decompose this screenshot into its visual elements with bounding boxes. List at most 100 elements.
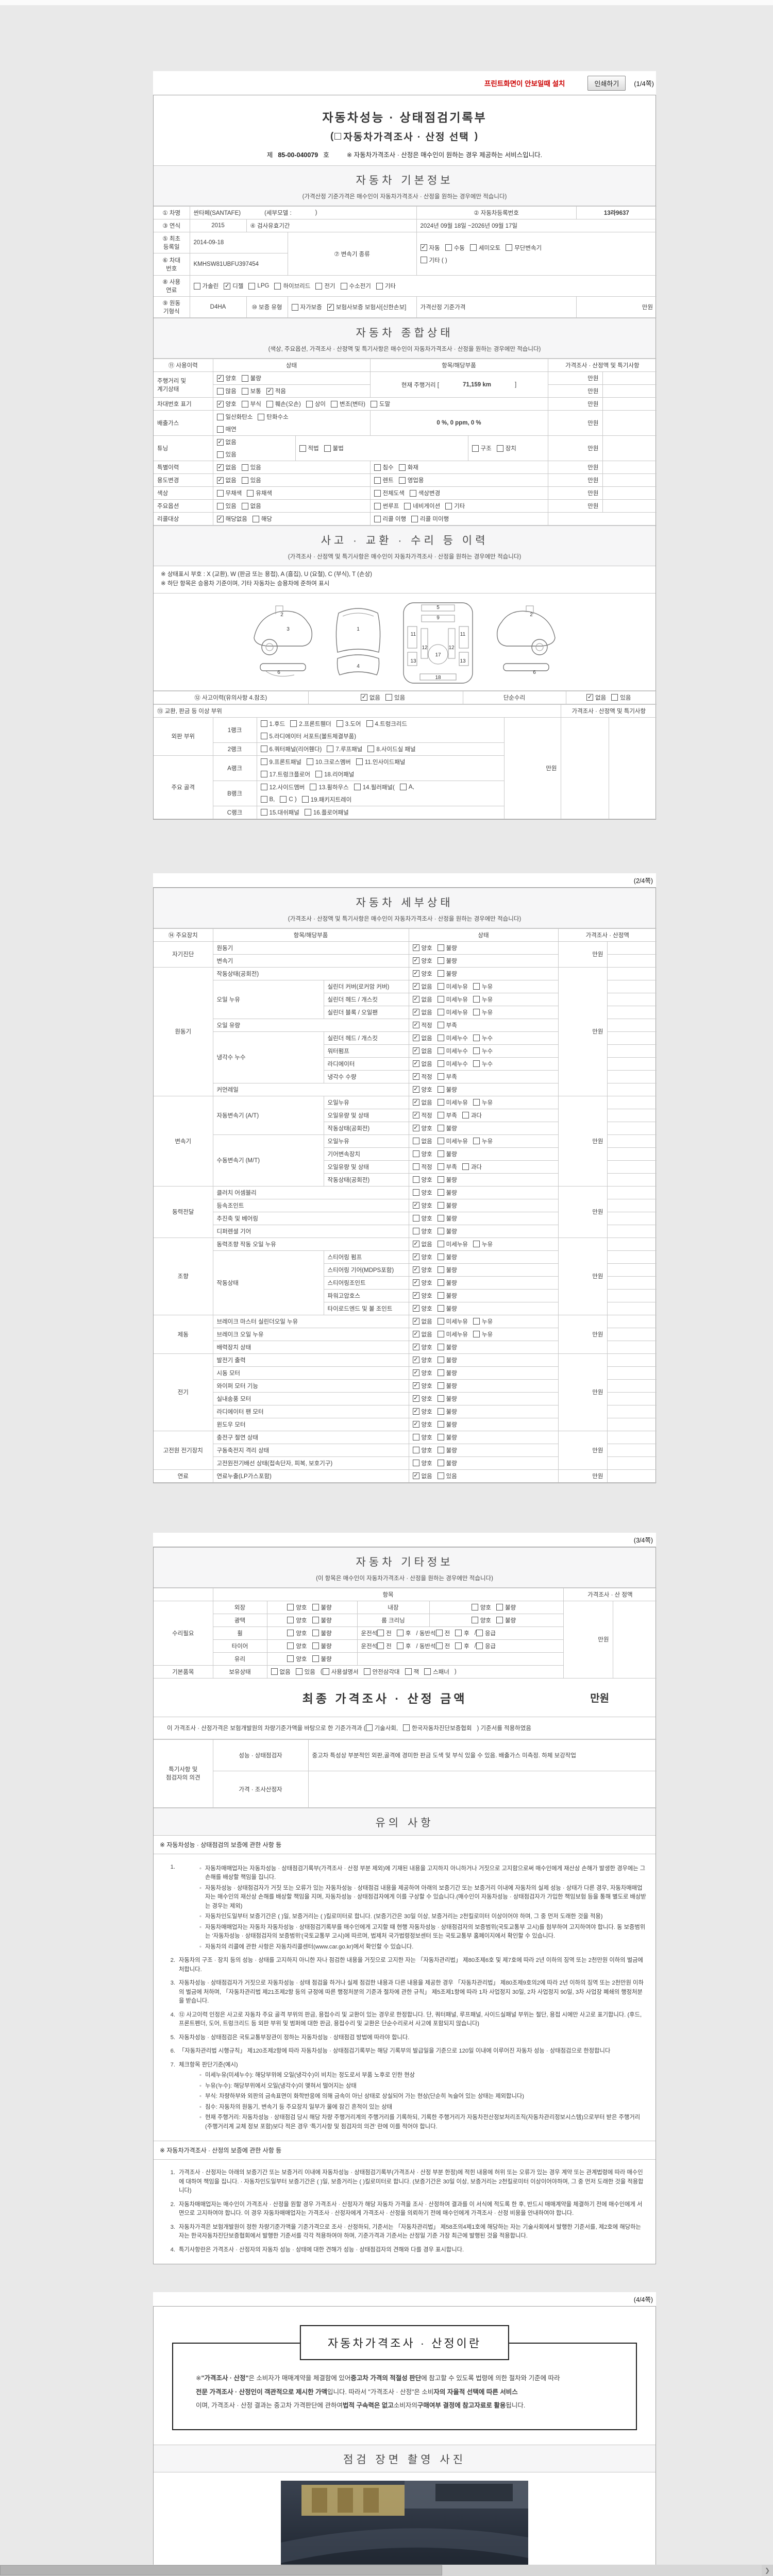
checkbox[interactable]: LPG (248, 282, 269, 290)
checkbox[interactable]: B, (260, 796, 275, 803)
checkbox[interactable]: 한국자동차진단보증협회 (403, 1724, 472, 1732)
checkbox[interactable]: 불량 (437, 1408, 457, 1416)
checkbox[interactable]: 기타 (445, 502, 465, 510)
checkbox[interactable]: 부족 (437, 1021, 457, 1029)
checkbox[interactable]: 불량 (437, 1382, 457, 1390)
checkbox[interactable]: 화재 (398, 463, 418, 471)
checkbox[interactable]: 탄화수소 (258, 413, 289, 421)
checkbox[interactable]: 부족 (437, 1111, 457, 1120)
checkbox[interactable]: 불량 (437, 1420, 457, 1429)
checkbox[interactable]: ✓ 양호 (412, 1202, 432, 1209)
checkbox[interactable]: ✓ 없음 (412, 1047, 432, 1055)
checkbox[interactable]: 누유 (473, 1137, 493, 1145)
checkbox[interactable]: 과다 (462, 1163, 482, 1171)
checkbox[interactable]: 응급 (476, 1629, 496, 1637)
checkbox[interactable]: 누유 (473, 1008, 493, 1016)
scrollbar-thumb[interactable] (0, 2565, 442, 2575)
checkbox[interactable]: ✓ 없음 (412, 983, 432, 990)
checkbox[interactable]: 후 (396, 1629, 411, 1637)
checkbox[interactable]: 불량 (437, 1227, 457, 1235)
checkbox[interactable]: ✓ 없음 (360, 694, 380, 701)
checkbox[interactable]: 양호 (287, 1603, 307, 1612)
checkbox[interactable]: ✓ 없음 (412, 1331, 432, 1338)
checkbox[interactable]: 해당 (252, 515, 272, 523)
checkbox[interactable]: 매연 (216, 425, 237, 433)
checkbox[interactable]: ✓ 양호 (412, 1086, 432, 1093)
checkbox[interactable]: 미세누유 (437, 995, 468, 1004)
checkbox[interactable]: 미세누수 (437, 1034, 468, 1042)
checkbox[interactable]: 양호 (412, 1150, 432, 1158)
checkbox[interactable]: 사용설명서 (322, 1668, 359, 1676)
checkbox[interactable]: 미세누유 (437, 1137, 468, 1145)
checkbox[interactable]: 3.도어 (336, 720, 361, 728)
checkbox[interactable]: ✓ 없음 (412, 1009, 432, 1016)
checkbox[interactable]: 보통 (241, 387, 261, 395)
checkbox[interactable]: 불량 (437, 1304, 457, 1313)
checkbox[interactable]: C ) (280, 796, 297, 803)
checkbox[interactable]: 기타 ( ) (420, 256, 447, 264)
checkbox[interactable]: 누유 (473, 1317, 493, 1326)
checkbox[interactable]: 후 (455, 1642, 469, 1650)
checkbox[interactable]: 양호 (287, 1655, 307, 1663)
checkbox[interactable]: 누유 (473, 1098, 493, 1107)
checkbox[interactable]: ✓ 없음 (412, 1035, 432, 1042)
checkbox[interactable]: ✓ 양호 (412, 1369, 432, 1377)
checkbox[interactable]: 16.플로어패널 (304, 808, 349, 817)
checkbox[interactable]: 불량 (437, 1279, 457, 1287)
checkbox[interactable]: 렌트 (374, 476, 394, 484)
checkbox[interactable]: 불량 (241, 374, 261, 382)
checkbox[interactable]: ✓ 양호 (412, 1125, 432, 1132)
checkbox[interactable]: 불량 (437, 1150, 457, 1158)
checkbox[interactable]: 자동차가격조사 · 산정 선택 (334, 129, 469, 143)
checkbox[interactable]: 부족 (437, 1073, 457, 1081)
checkbox[interactable]: 하이브리드 (274, 282, 310, 290)
checkbox[interactable]: 불량 (437, 1292, 457, 1300)
checkbox[interactable]: 불량 (437, 944, 457, 952)
checkbox[interactable]: 양호 (471, 1603, 491, 1612)
checkbox[interactable]: 자가보증 (291, 303, 322, 311)
checkbox[interactable]: 무단변속기 (506, 244, 542, 252)
checkbox[interactable]: 불량 (437, 1395, 457, 1403)
checkbox[interactable]: 미세누유 (437, 1317, 468, 1326)
checkbox[interactable]: 누수 (473, 1060, 493, 1068)
checkbox[interactable]: ✓ 없음 (412, 1318, 432, 1325)
checkbox[interactable]: 전 (435, 1642, 450, 1650)
checkbox[interactable]: 있음 (216, 502, 237, 510)
checkbox[interactable]: 부식 (241, 400, 261, 408)
checkbox[interactable]: 불량 (437, 1189, 457, 1197)
checkbox[interactable]: 불량 (437, 1356, 457, 1364)
checkbox[interactable]: 많음 (216, 387, 237, 395)
checkbox[interactable]: ✓ 양호 (412, 957, 432, 964)
checkbox[interactable]: 불량 (437, 1253, 457, 1261)
checkbox[interactable]: 불량 (437, 957, 457, 965)
checkbox[interactable]: ✓ 양호 (412, 1421, 432, 1428)
checkbox[interactable]: ✓ 양호 (412, 1279, 432, 1286)
checkbox[interactable]: 2.프론트휀더 (290, 720, 331, 728)
checkbox[interactable]: 없음 (412, 1137, 432, 1145)
checkbox[interactable]: ✓ 디젤 (224, 282, 244, 290)
checkbox[interactable]: 상이 (306, 400, 326, 408)
checkbox[interactable]: 변조(변타) (331, 400, 365, 408)
checkbox[interactable]: 있음 (437, 1472, 457, 1480)
checkbox[interactable]: 17.트렁크플로어 (260, 770, 310, 778)
checkbox[interactable]: ✓ 양호 (412, 1382, 432, 1389)
checkbox[interactable]: 미세누유 (437, 1240, 468, 1248)
checkbox[interactable]: 미세누유 (437, 982, 468, 991)
checkbox[interactable]: 불량 (437, 1086, 457, 1094)
checkbox[interactable]: 미세누유 (437, 1330, 468, 1338)
checkbox[interactable]: 11.인사이드패널 (356, 758, 406, 766)
checkbox[interactable]: 불량 (312, 1655, 332, 1663)
checkbox[interactable]: 15.대쉬패널 (260, 808, 299, 817)
checkbox[interactable]: ✓ 양호 (412, 1408, 432, 1415)
checkbox[interactable]: 없음 (241, 502, 261, 510)
scroll-right-arrow-icon[interactable]: ❯ (762, 2565, 773, 2576)
checkbox[interactable]: ✓ 양호 (412, 944, 432, 952)
checkbox[interactable]: 무채색 (216, 489, 242, 497)
checkbox[interactable]: 18.리어패널 (315, 770, 354, 778)
checkbox[interactable]: 13.휠하우스 (310, 783, 349, 791)
checkbox[interactable]: 있음 (611, 693, 631, 702)
checkbox[interactable]: 안전삼각대 (363, 1668, 400, 1676)
checkbox[interactable]: 불량 (312, 1629, 332, 1637)
checkbox[interactable]: ✓ 양호 (216, 375, 237, 382)
checkbox[interactable]: ✓ 양호 (412, 1395, 432, 1402)
